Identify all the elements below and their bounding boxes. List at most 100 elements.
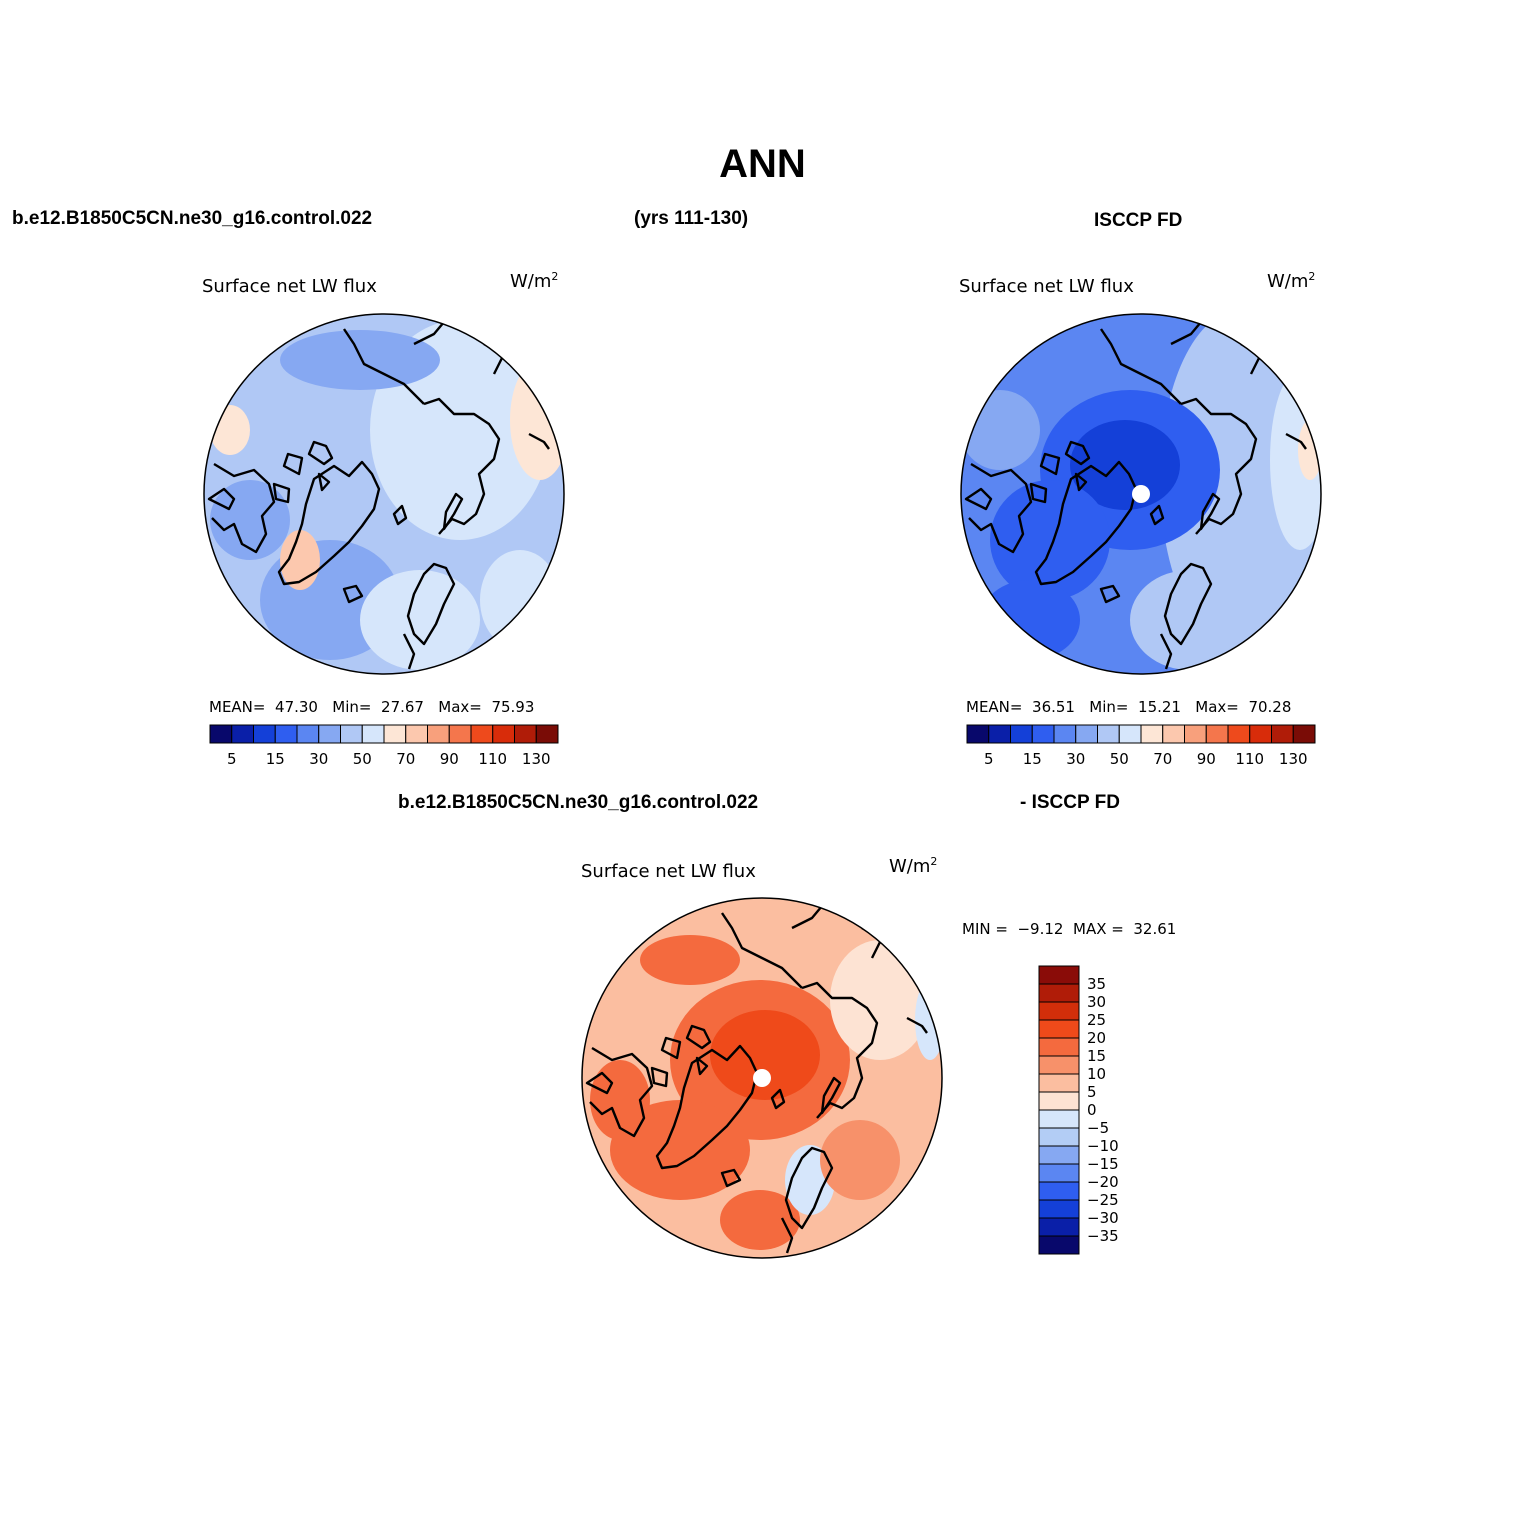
diff-variable-label: Surface net LW flux [581, 861, 756, 882]
model-colorbar: 5 15 30 50 70 90 110 130 [209, 724, 559, 768]
diff-colorbar-tick: 30 [1087, 993, 1106, 1011]
model-colorbar-tick: 110 [478, 750, 507, 768]
obs-stats: MEAN= 36.51 Min= 15.21 Max= 70.28 [966, 698, 1292, 716]
model-colorbar-tick: 130 [522, 750, 551, 768]
obs-pole-marker [1132, 485, 1150, 503]
model-colorbar-tick: 15 [266, 750, 285, 768]
obs-colorbar-box [1075, 724, 1098, 744]
diff-colorbar-box [1038, 1235, 1080, 1255]
model-colorbar-box [535, 724, 559, 744]
model-map [203, 313, 565, 675]
obs-colorbar-tick: 130 [1279, 750, 1308, 768]
obs-units: W/m2 [1267, 270, 1316, 292]
diff-colorbar-box [1038, 1073, 1080, 1093]
model-variable-label: Surface net LW flux [202, 276, 377, 297]
figure-title: ANN [719, 142, 806, 186]
diff-colorbar-tick: 35 [1087, 975, 1106, 993]
diff-colorbar-tick: −10 [1087, 1137, 1119, 1155]
diff-stats: MIN = −9.12 MAX = 32.61 [962, 920, 1177, 938]
model-stats: MEAN= 47.30 Min= 27.67 Max= 75.93 [209, 698, 535, 716]
obs-colorbar-tick: 15 [1023, 750, 1042, 768]
diff-colorbar-box [1038, 1181, 1080, 1201]
diff-colorbar-box [1038, 1091, 1080, 1111]
diff-colorbar-tick: −5 [1087, 1119, 1109, 1137]
model-colorbar-tick: 30 [309, 750, 328, 768]
diff-colorbar-box [1038, 965, 1080, 985]
diff-colorbar-box [1038, 1163, 1080, 1183]
model-colorbar-box [209, 724, 233, 744]
model-colorbar-box [514, 724, 537, 744]
model-colorbar-tick: 70 [396, 750, 415, 768]
model-colorbar-box [296, 724, 320, 744]
model-colorbar-box [470, 724, 494, 744]
diff-obs-name: - ISCCP FD [1020, 792, 1120, 813]
diff-colorbar-tick: −20 [1087, 1173, 1119, 1191]
obs-colorbar-tick: 5 [984, 750, 994, 768]
model-colorbar-box [361, 724, 385, 744]
diff-colorbar-tick: 10 [1087, 1065, 1106, 1083]
obs-colorbar-tick: 90 [1197, 750, 1216, 768]
diff-colorbar-box [1038, 983, 1080, 1003]
model-colorbar-box [231, 724, 254, 744]
obs-colorbar-box [1184, 724, 1207, 744]
obs-colorbar: 5 15 30 50 70 90 110 130 [966, 724, 1316, 768]
diff-colorbar-tick: −15 [1087, 1155, 1119, 1173]
model-colorbar-box [492, 724, 515, 744]
diff-units: W/m2 [889, 855, 938, 877]
obs-colorbar-tick: 30 [1066, 750, 1085, 768]
diff-colorbar-box [1038, 1127, 1080, 1147]
diff-colorbar-box [1038, 1037, 1080, 1057]
model-colorbar-box [318, 724, 341, 744]
obs-colorbar-tick: 50 [1110, 750, 1129, 768]
model-colorbar-box [448, 724, 472, 744]
diff-colorbar-box [1038, 1199, 1080, 1219]
diff-colorbar-tick: 20 [1087, 1029, 1106, 1047]
diff-colorbar-tick: −25 [1087, 1191, 1119, 1209]
model-colorbar-box [383, 724, 407, 744]
obs-colorbar-box [1205, 724, 1229, 744]
obs-colorbar-tick: 110 [1235, 750, 1264, 768]
model-colorbar-box [340, 724, 363, 744]
model-colorbar-box [253, 724, 276, 744]
model-colorbar-box [405, 724, 428, 744]
obs-colorbar-box [1227, 724, 1251, 744]
obs-colorbar-box [1118, 724, 1142, 744]
diff-colorbar-tick: −35 [1087, 1227, 1119, 1245]
diff-colorbar-tick: −30 [1087, 1209, 1119, 1227]
diff-pole-marker [753, 1069, 771, 1087]
diff-map [581, 897, 943, 1259]
model-colorbar-box [427, 724, 450, 744]
diff-colorbar-box [1038, 1019, 1080, 1039]
model-colorbar-tick: 50 [353, 750, 372, 768]
obs-map [960, 313, 1322, 675]
obs-colorbar-box [1031, 724, 1055, 744]
obs-colorbar-box [1010, 724, 1033, 744]
diff-colorbar-box [1038, 1109, 1080, 1129]
model-colorbar-tick: 90 [440, 750, 459, 768]
obs-colorbar-box [1053, 724, 1077, 744]
model-colorbar-tick: 5 [227, 750, 237, 768]
diff-case-name: b.e12.B1850C5CN.ne30_g16.control.022 [398, 792, 759, 813]
diff-colorbar-tick: 5 [1087, 1083, 1097, 1101]
diff-colorbar-tick: 25 [1087, 1011, 1106, 1029]
obs-colorbar-box [988, 724, 1011, 744]
obs-colorbar-box [1292, 724, 1316, 744]
obs-colorbar-box [1249, 724, 1272, 744]
obs-name: ISCCP FD [1094, 210, 1183, 231]
case-name: b.e12.B1850C5CN.ne30_g16.control.022 [12, 208, 373, 229]
diff-colorbar-box [1038, 1055, 1080, 1075]
years-label: (yrs 111-130) [634, 208, 749, 229]
model-colorbar-box [274, 724, 298, 744]
diff-colorbar-box [1038, 1145, 1080, 1165]
obs-colorbar-box [1140, 724, 1164, 744]
diff-colorbar-box [1038, 1217, 1080, 1237]
obs-colorbar-box [966, 724, 990, 744]
diff-colorbar-box [1038, 1001, 1080, 1021]
model-units: W/m2 [510, 270, 559, 292]
obs-colorbar-box [1162, 724, 1185, 744]
diff-colorbar-tick: 0 [1087, 1101, 1097, 1119]
obs-variable-label: Surface net LW flux [959, 276, 1134, 297]
diff-colorbar-tick: 15 [1087, 1047, 1106, 1065]
